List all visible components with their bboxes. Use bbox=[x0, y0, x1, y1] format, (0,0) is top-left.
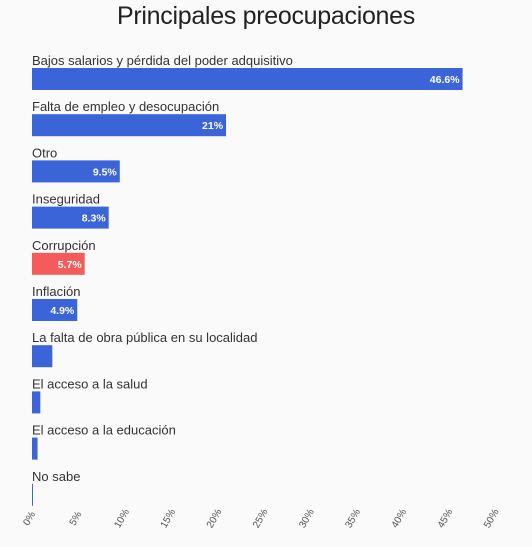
x-tick-label: 30% bbox=[297, 507, 317, 530]
x-tick-label: 50% bbox=[482, 507, 502, 530]
bar-otro bbox=[32, 160, 120, 183]
x-tick-label: 45% bbox=[436, 507, 456, 530]
category-label-el-acceso-a-la-salud: El acceso a la salud bbox=[32, 376, 148, 391]
value-label-bajos-salarios-y-perdida-del-poder-adquisitivo: 46.6% bbox=[430, 74, 460, 86]
category-label-no-sabe: No sabe bbox=[32, 469, 80, 484]
bar-no-sabe bbox=[32, 483, 33, 506]
category-label-el-acceso-a-la-educacion: El acceso a la educación bbox=[32, 423, 176, 438]
value-label-falta-de-empleo-y-desocupacion: 21% bbox=[202, 120, 224, 132]
x-tick-label: 40% bbox=[390, 507, 410, 530]
bar-corrupcion bbox=[32, 252, 85, 275]
bar-inseguridad bbox=[32, 206, 109, 229]
value-label-inflacion: 4.9% bbox=[50, 305, 75, 317]
chart-title: Principales preocupaciones bbox=[117, 2, 415, 30]
value-label-corrupcion: 5.7% bbox=[58, 259, 83, 271]
x-tick-label: 10% bbox=[112, 507, 132, 530]
value-label-inseguridad: 8.3% bbox=[82, 213, 107, 225]
bar-inflacion bbox=[32, 299, 78, 321]
category-label-falta-de-empleo-y-desocupacion: Falta de empleo y desocupación bbox=[32, 99, 219, 114]
category-label-corrupcion: Corrupción bbox=[32, 238, 96, 253]
category-label-inflacion: Inflación bbox=[32, 284, 80, 299]
category-label-inseguridad: Inseguridad bbox=[32, 192, 100, 207]
x-tick-label: 0% bbox=[21, 510, 38, 528]
value-label-otro: 9.5% bbox=[93, 166, 118, 178]
bar-la-falta-de-obra-publica-en-su-localidad bbox=[32, 345, 53, 368]
x-tick-label: 5% bbox=[68, 510, 85, 528]
bar-bajos-salarios-y-perdida-del-poder-adquisitivo bbox=[32, 68, 463, 90]
x-tick-label: 25% bbox=[251, 507, 271, 530]
category-label-la-falta-de-obra-publica-en-su-localidad: La falta de obra pública en su localidad bbox=[32, 330, 258, 345]
bar-el-acceso-a-la-educacion bbox=[32, 437, 38, 460]
x-tick-label: 35% bbox=[343, 507, 363, 530]
category-label-bajos-salarios-y-perdida-del-poder-adquisitivo: Bajos salarios y pérdida del poder adqui… bbox=[32, 53, 293, 68]
category-label-otro: Otro bbox=[32, 145, 57, 160]
bar-el-acceso-a-la-salud bbox=[32, 391, 41, 414]
bar-falta-de-empleo-y-desocupacion bbox=[32, 114, 227, 137]
x-tick-label: 20% bbox=[205, 507, 225, 530]
x-tick-label: 15% bbox=[159, 507, 179, 530]
